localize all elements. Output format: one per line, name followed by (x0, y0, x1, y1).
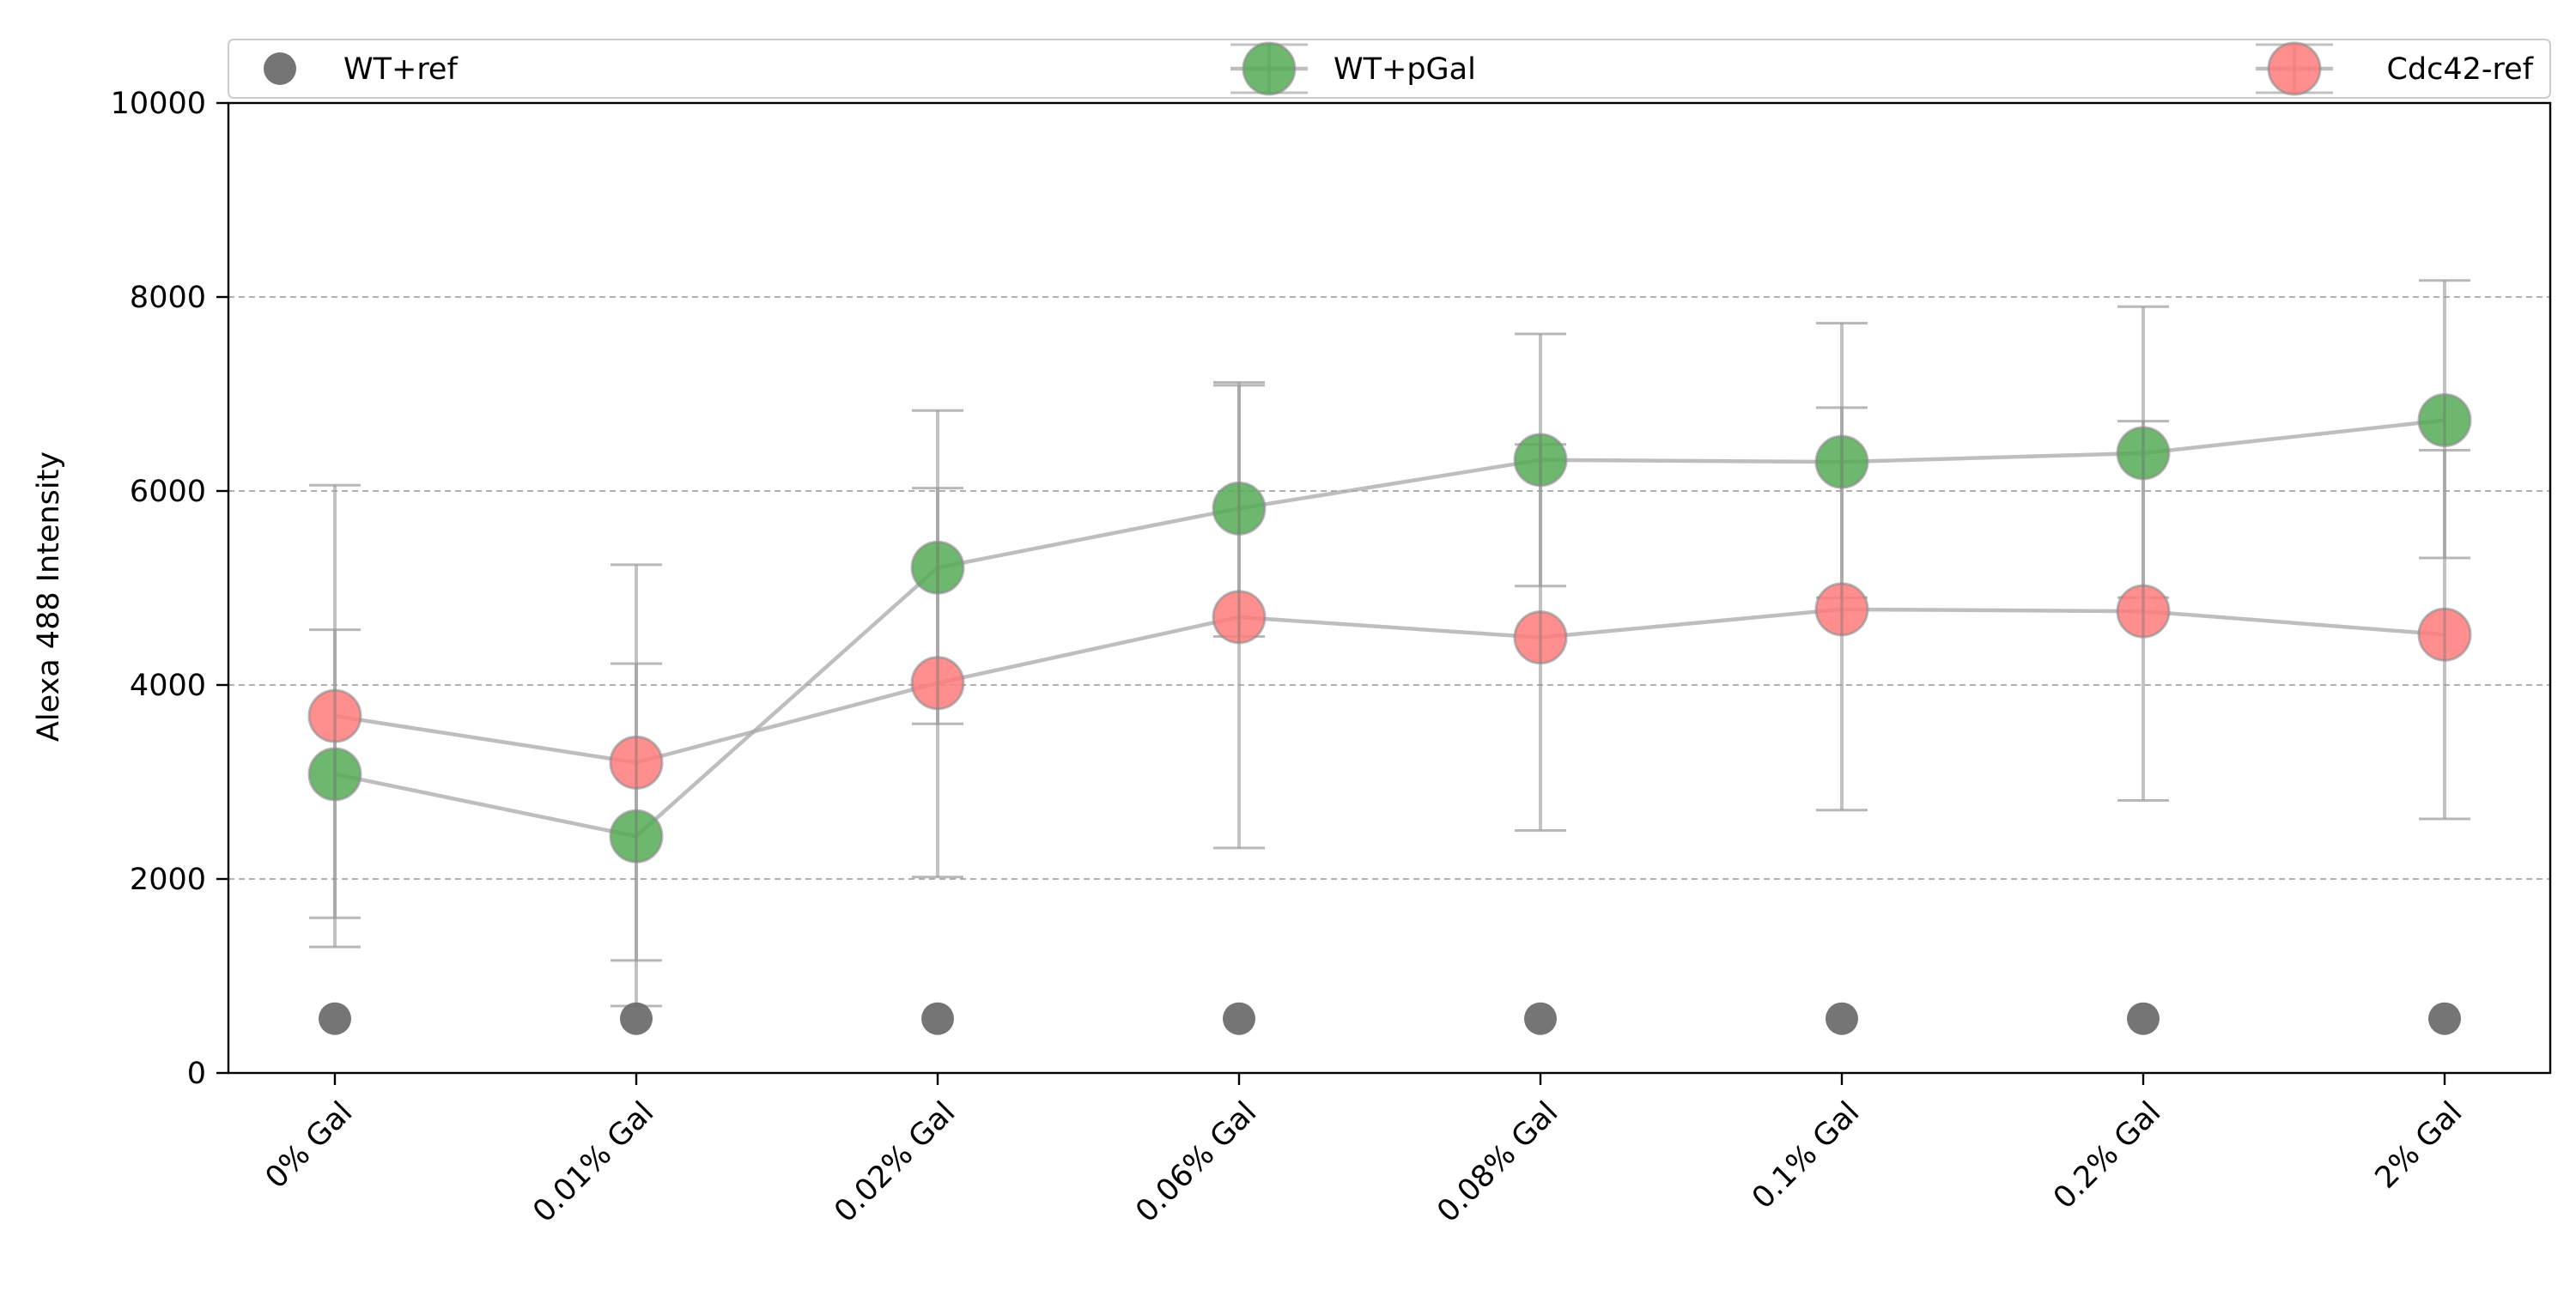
x-tick-label: 0.08% Gal (1431, 1095, 1564, 1229)
data-point (609, 809, 664, 864)
legend-marker (264, 52, 296, 85)
data-point (2127, 1002, 2160, 1035)
y-tick-label: 8000 (130, 281, 206, 315)
data-point (1223, 1002, 1255, 1035)
series-line-1 (334, 418, 2445, 839)
legend-marker (1242, 41, 1297, 96)
data-point (620, 1002, 653, 1035)
x-tick-label: 0.1% Gal (1746, 1095, 1866, 1215)
x-tick-label: 0% Gal (259, 1095, 360, 1196)
ticks-layer: 0 2000 4000 6000 8000 10000 0% Gal 0.01% Gal 0.0… (111, 87, 2470, 1229)
grid-layer (228, 296, 2550, 880)
legend: WT+ref WT+pGal Cdc42-ref (228, 39, 2551, 99)
data-point (1814, 582, 1869, 637)
series-layer (307, 279, 2472, 1035)
data-point (1212, 590, 1267, 645)
x-tick-label: 2% Gal (2369, 1095, 2470, 1196)
data-point (2116, 584, 2171, 639)
plot-frame (227, 101, 2552, 1075)
data-point (2417, 607, 2472, 662)
data-point (609, 735, 664, 790)
data-point (1513, 610, 1568, 665)
legend-label: WT+pGal (1334, 52, 1476, 87)
x-tick-label: 0.01% Gal (526, 1095, 660, 1229)
legend-label: WT+ref (343, 52, 458, 87)
data-point (2116, 426, 2171, 481)
axes-layer (227, 101, 2552, 1075)
y-tick-label: 2000 (130, 863, 206, 897)
legend-frame (228, 39, 2551, 99)
x-tick-label: 0.02% Gal (828, 1095, 962, 1229)
y-tick-label: 6000 (130, 475, 206, 509)
x-tick-label: 0.2% Gal (2047, 1095, 2167, 1215)
data-point (910, 656, 965, 711)
data-point (307, 688, 362, 743)
legend-marker (2267, 41, 2322, 96)
data-point (319, 1002, 351, 1035)
data-point (910, 540, 965, 595)
data-point (307, 747, 362, 802)
data-point (1826, 1002, 1858, 1035)
series-line-2 (334, 607, 2445, 765)
legend-label: Cdc42-ref (2386, 52, 2533, 87)
data-point (2417, 393, 2472, 448)
data-point (1513, 433, 1568, 488)
data-point (2428, 1002, 2461, 1035)
y-tick-label: 4000 (130, 669, 206, 703)
data-point (1814, 434, 1869, 489)
data-point (921, 1002, 954, 1035)
y-tick-label: 0 (187, 1057, 206, 1091)
data-point (1212, 481, 1267, 536)
data-point (1524, 1002, 1557, 1035)
y-axis-label: Alexa 488 Intensity (32, 452, 66, 742)
x-tick-label: 0.06% Gal (1129, 1095, 1263, 1229)
y-tick-label: 10000 (111, 87, 206, 121)
